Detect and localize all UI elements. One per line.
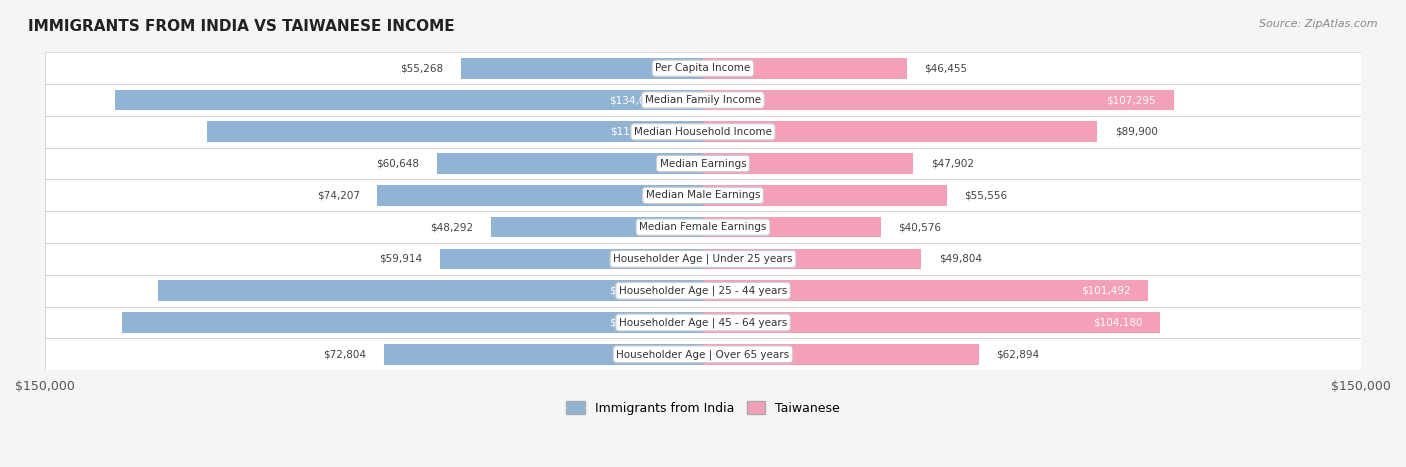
Text: $59,914: $59,914 <box>380 254 423 264</box>
FancyBboxPatch shape <box>45 116 1361 148</box>
Bar <box>491 217 703 238</box>
FancyBboxPatch shape <box>45 179 1361 211</box>
Bar <box>703 217 882 238</box>
Bar <box>377 185 703 205</box>
Text: $72,804: $72,804 <box>323 349 366 359</box>
Bar <box>703 58 907 78</box>
Text: $47,902: $47,902 <box>931 159 974 169</box>
Text: $55,268: $55,268 <box>399 63 443 73</box>
Text: Median Family Income: Median Family Income <box>645 95 761 105</box>
Bar <box>703 248 921 269</box>
Text: $46,455: $46,455 <box>924 63 967 73</box>
Bar <box>461 58 703 78</box>
Text: $49,804: $49,804 <box>939 254 981 264</box>
Text: $104,180: $104,180 <box>1092 318 1143 327</box>
Bar <box>703 312 1160 333</box>
Bar <box>437 153 703 174</box>
Bar <box>703 185 946 205</box>
Bar <box>440 248 703 269</box>
Text: Source: ZipAtlas.com: Source: ZipAtlas.com <box>1260 19 1378 28</box>
FancyBboxPatch shape <box>45 243 1361 275</box>
Legend: Immigrants from India, Taiwanese: Immigrants from India, Taiwanese <box>560 395 846 421</box>
Bar <box>703 90 1174 110</box>
Text: Householder Age | 25 - 44 years: Householder Age | 25 - 44 years <box>619 285 787 296</box>
Text: Householder Age | Under 25 years: Householder Age | Under 25 years <box>613 254 793 264</box>
Text: $74,207: $74,207 <box>316 191 360 200</box>
Text: $107,295: $107,295 <box>1107 95 1156 105</box>
Text: Per Capita Income: Per Capita Income <box>655 63 751 73</box>
Text: Median Female Earnings: Median Female Earnings <box>640 222 766 232</box>
FancyBboxPatch shape <box>45 275 1361 307</box>
Text: $62,894: $62,894 <box>997 349 1039 359</box>
Bar <box>703 280 1149 301</box>
FancyBboxPatch shape <box>45 148 1361 179</box>
FancyBboxPatch shape <box>45 307 1361 339</box>
FancyBboxPatch shape <box>45 52 1361 84</box>
FancyBboxPatch shape <box>45 211 1361 243</box>
Text: Median Earnings: Median Earnings <box>659 159 747 169</box>
Text: $124,238: $124,238 <box>609 286 659 296</box>
Text: $113,009: $113,009 <box>610 127 659 137</box>
Bar <box>157 280 703 301</box>
Bar <box>384 344 703 365</box>
Bar <box>703 344 979 365</box>
Text: $89,900: $89,900 <box>1115 127 1157 137</box>
Text: Householder Age | Over 65 years: Householder Age | Over 65 years <box>616 349 790 360</box>
Bar <box>122 312 703 333</box>
Text: $101,492: $101,492 <box>1081 286 1130 296</box>
Text: $55,556: $55,556 <box>965 191 1008 200</box>
Text: $134,028: $134,028 <box>610 95 659 105</box>
Text: $60,648: $60,648 <box>377 159 419 169</box>
Text: Median Male Earnings: Median Male Earnings <box>645 191 761 200</box>
Bar <box>207 121 703 142</box>
FancyBboxPatch shape <box>45 339 1361 370</box>
Text: $48,292: $48,292 <box>430 222 474 232</box>
Bar <box>115 90 703 110</box>
Text: Median Household Income: Median Household Income <box>634 127 772 137</box>
Text: Householder Age | 45 - 64 years: Householder Age | 45 - 64 years <box>619 317 787 328</box>
Bar <box>703 153 912 174</box>
Bar <box>703 121 1098 142</box>
Text: $40,576: $40,576 <box>898 222 942 232</box>
Text: $132,488: $132,488 <box>609 318 659 327</box>
FancyBboxPatch shape <box>45 84 1361 116</box>
Text: IMMIGRANTS FROM INDIA VS TAIWANESE INCOME: IMMIGRANTS FROM INDIA VS TAIWANESE INCOM… <box>28 19 454 34</box>
